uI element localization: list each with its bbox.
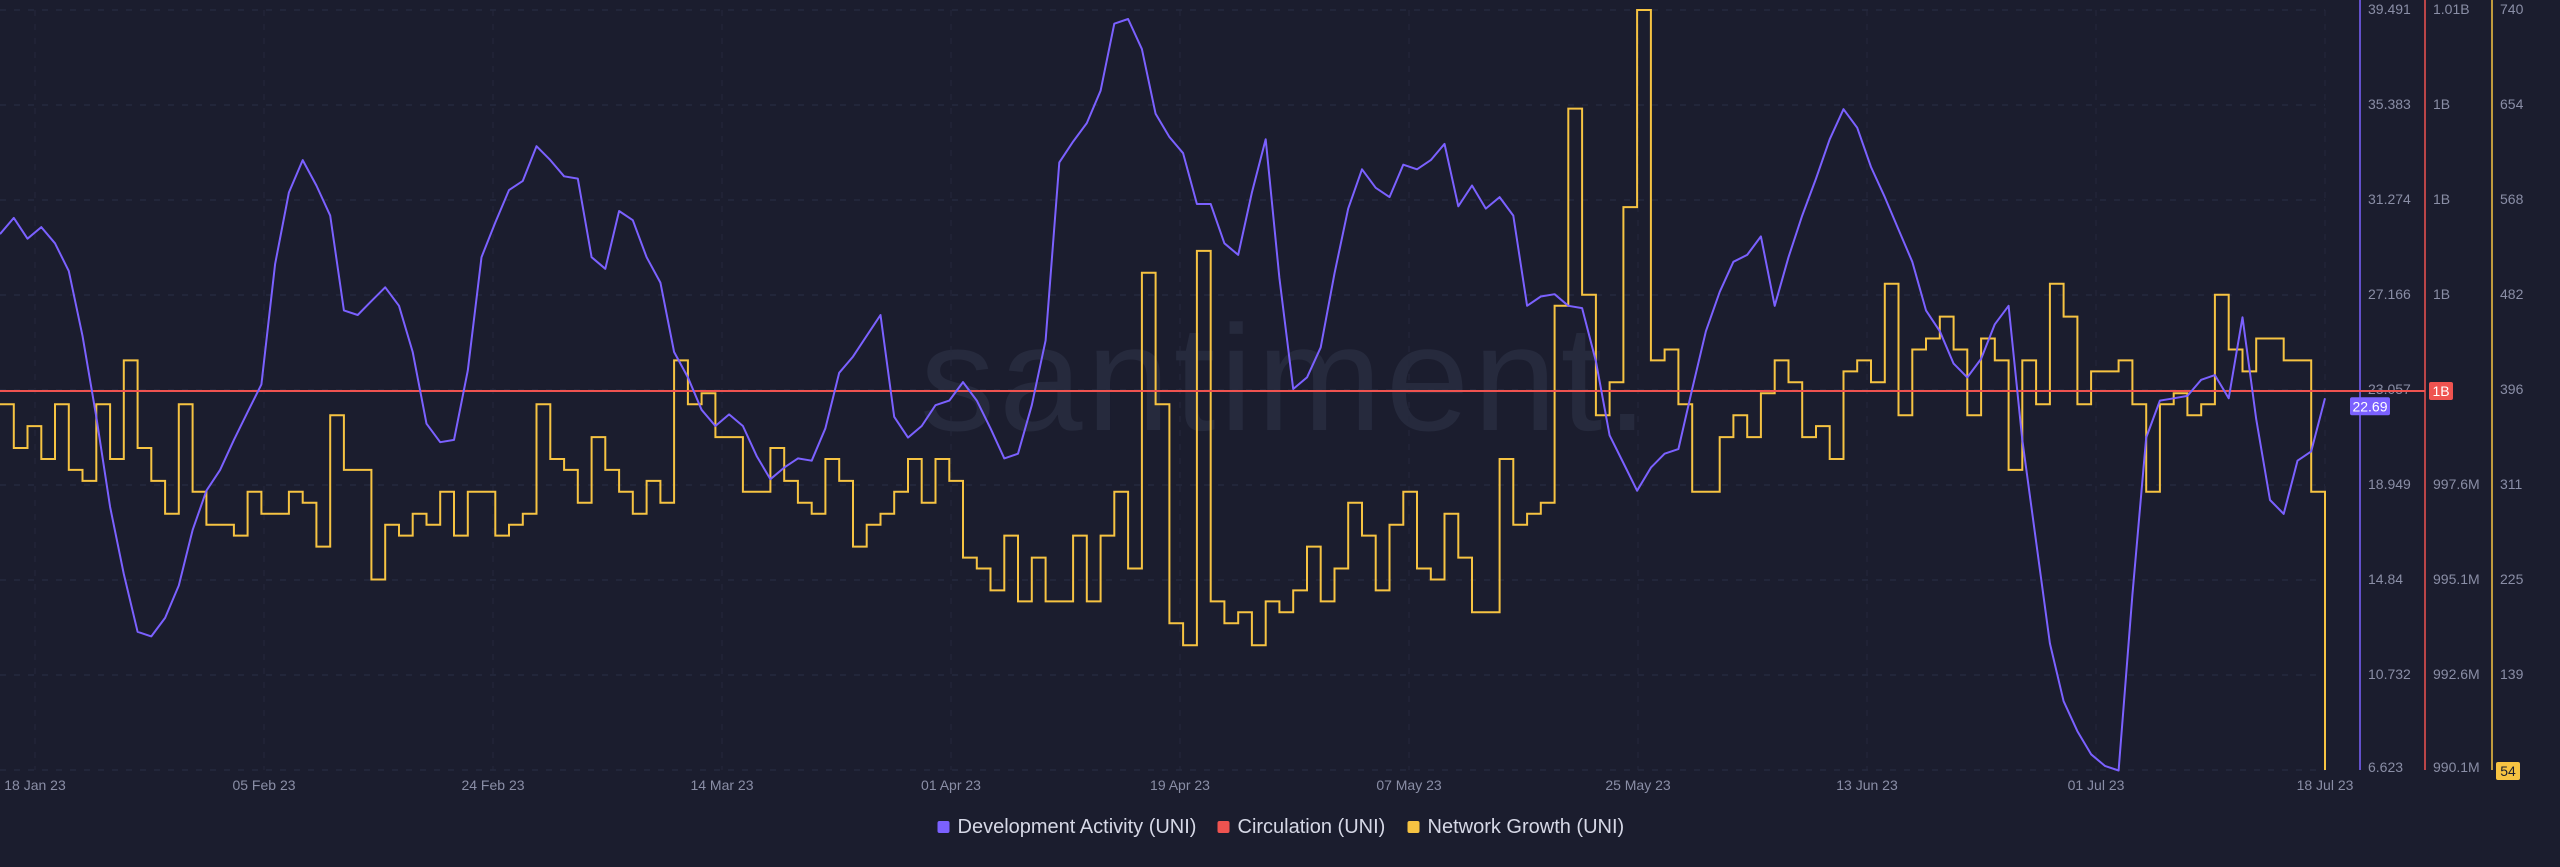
y-tick-label-network_growth: 396 <box>2500 381 2524 397</box>
x-tick-label: 07 May 23 <box>1376 777 1442 793</box>
x-tick-label: 05 Feb 23 <box>232 777 295 793</box>
badge-network-growth-bg <box>2496 762 2520 780</box>
badge-layer: 22.69 1B 54 <box>2350 382 2520 780</box>
badge-development-activity: 22.69 <box>2352 398 2387 414</box>
legend-label[interactable]: Development Activity (UNI) <box>958 816 1197 838</box>
y-tick-label-network_growth: 225 <box>2500 571 2524 587</box>
y-tick-label-circulation: 992.6M <box>2433 666 2480 682</box>
y-tick-label-network_growth: 740 <box>2500 1 2524 17</box>
y-tick-label-circulation: 1B <box>2433 191 2450 207</box>
y-tick-label-development_activity: 18.949 <box>2368 476 2411 492</box>
series-line-network-growth <box>0 9 2326 770</box>
x-tick-label: 19 Apr 23 <box>1150 777 1210 793</box>
y-tick-label-development_activity: 31.274 <box>2368 191 2411 207</box>
y-tick-label-circulation: 997.6M <box>2433 476 2480 492</box>
x-tick-label: 24 Feb 23 <box>461 777 524 793</box>
series-layer <box>0 9 2425 772</box>
y-tick-label-circulation: 1.01B <box>2433 1 2470 17</box>
badge-network-growth: 54 <box>2500 763 2516 779</box>
legend-swatch <box>937 821 950 833</box>
badge-circulation-bg <box>2429 382 2453 400</box>
y-tick-label-circulation: 990.1M <box>2433 759 2480 775</box>
x-tick-label: 14 Mar 23 <box>690 777 753 793</box>
y-tick-label-development_activity: 14.84 <box>2368 571 2403 587</box>
y-tick-label-development_activity: 27.166 <box>2368 286 2411 302</box>
y-tick-label-development_activity: 10.732 <box>2368 666 2411 682</box>
series-line-development-activity <box>0 18 2326 772</box>
legend-label[interactable]: Circulation (UNI) <box>1238 816 1386 838</box>
x-tick-label: 13 Jun 23 <box>1836 777 1898 793</box>
legend-swatch <box>1407 821 1420 833</box>
x-tick-label: 01 Apr 23 <box>921 777 981 793</box>
badge-circulation: 1B <box>2432 383 2449 399</box>
y-tick-label-development_activity: 39.491 <box>2368 1 2411 17</box>
x-tick-label: 01 Jul 23 <box>2068 777 2125 793</box>
y-tick-label-development_activity: 35.383 <box>2368 96 2411 112</box>
y-tick-label-network_growth: 139 <box>2500 666 2524 682</box>
x-tick-label: 18 Jul 23 <box>2297 777 2354 793</box>
legend: Development Activity (UNI) Circulation (U… <box>937 816 1625 838</box>
y-tick-label-network_growth: 568 <box>2500 191 2524 207</box>
y-tick-label-circulation: 995.1M <box>2433 571 2480 587</box>
x-tick-label: 25 May 23 <box>1605 777 1671 793</box>
y-tick-label-network_growth: 654 <box>2500 96 2524 112</box>
axes-layer: 39.491 35.383 31.274 27.166 23.057 18.949 14.8… <box>4 0 2524 793</box>
badge-development-activity-bg <box>2350 397 2390 416</box>
y-tick-label-development_activity: 6.623 <box>2368 759 2403 775</box>
y-tick-label-network_growth: 482 <box>2500 286 2524 302</box>
y-tick-label-development_activity: 23.057 <box>2368 381 2411 397</box>
legend-swatch <box>1217 821 1230 833</box>
y-tick-label-circulation: 1B <box>2433 96 2450 112</box>
legend-label[interactable]: Network Growth (UNI) <box>1428 816 1625 838</box>
x-tick-label: 18 Jan 23 <box>4 777 66 793</box>
watermark-text: santiment. <box>920 294 1652 462</box>
y-tick-label-circulation: 1B <box>2433 286 2450 302</box>
y-tick-label-network_growth: 311 <box>2500 476 2523 492</box>
